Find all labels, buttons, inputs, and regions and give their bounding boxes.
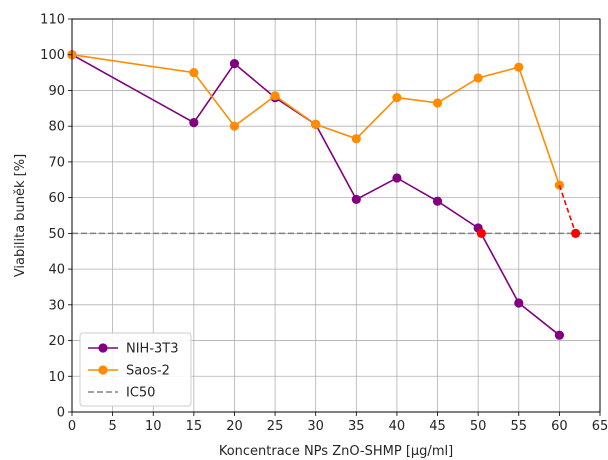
legend-marker-saos-2 xyxy=(98,365,108,375)
y-tick-label: 90 xyxy=(48,84,65,99)
y-tick-label: 20 xyxy=(48,334,65,349)
point-nih-3t3 xyxy=(554,330,564,340)
point-saos-2 xyxy=(514,62,524,72)
x-tick-label: 50 xyxy=(470,419,487,434)
y-tick-label: 0 xyxy=(57,406,65,421)
legend-marker-nih-3t3 xyxy=(98,343,108,353)
point-saos-2 xyxy=(473,73,483,83)
point-nih-3t3 xyxy=(189,118,199,128)
y-tick-label: 40 xyxy=(48,263,65,278)
x-tick-label: 5 xyxy=(108,419,116,434)
point-nih-3t3 xyxy=(392,173,402,183)
legend-label-saos-2: Saos-2 xyxy=(126,364,170,379)
point-saos-2 xyxy=(189,67,199,78)
plot-frame xyxy=(71,18,601,413)
x-tick-label: 65 xyxy=(592,419,608,434)
x-tick-label: 15 xyxy=(186,419,203,434)
ic50-point xyxy=(476,228,487,238)
y-tick-label: 110 xyxy=(40,13,65,28)
point-saos-2 xyxy=(229,121,240,131)
point-nih-3t3 xyxy=(229,59,240,69)
y-tick-label: 30 xyxy=(48,298,65,313)
x-tick-label: 20 xyxy=(226,419,243,434)
ic50-extension-line xyxy=(558,184,577,234)
y-axis-label: Viabilita buněk [%] xyxy=(13,154,28,277)
x-axis-label: Koncentrace NPs ZnO-SHMP [µg/ml] xyxy=(219,444,453,459)
x-tick-label: 55 xyxy=(510,419,527,434)
x-tick-label: 45 xyxy=(429,419,446,434)
point-nih-3t3 xyxy=(351,194,361,205)
point-saos-2 xyxy=(351,134,361,144)
legend: NIH-3T3 Saos-2 IC50 xyxy=(79,332,192,407)
y-tick-label: 60 xyxy=(48,191,65,206)
point-saos-2 xyxy=(311,119,321,129)
ic50-point xyxy=(571,228,581,238)
y-tick-label: 50 xyxy=(48,227,65,242)
point-saos-2 xyxy=(432,98,443,108)
y-tick-label: 70 xyxy=(48,155,65,170)
legend-box xyxy=(79,332,192,407)
x-tick-label: 40 xyxy=(389,419,406,434)
point-saos-2 xyxy=(270,91,280,101)
point-saos-2 xyxy=(554,180,564,190)
x-tick-label: 60 xyxy=(551,419,568,434)
legend-label-ic50: IC50 xyxy=(126,386,155,401)
x-tick-label: 35 xyxy=(348,419,365,434)
legend-label-nih-3t3: NIH-3T3 xyxy=(126,342,179,357)
ic50-points xyxy=(476,184,581,238)
x-tick-label: 0 xyxy=(68,419,76,434)
y-tick-label: 100 xyxy=(40,48,65,63)
ticks: 0 5 10 15 20 25 30 35 40 45 50 55 60 65 0 10 20 30 40 50 60 7… xyxy=(40,13,608,435)
y-tick-label: 10 xyxy=(48,370,65,385)
x-tick-label: 25 xyxy=(267,419,284,434)
x-tick-label: 10 xyxy=(145,419,162,434)
x-tick-label: 30 xyxy=(307,419,324,434)
point-saos-2 xyxy=(392,93,402,103)
point-nih-3t3 xyxy=(432,196,443,206)
y-tick-label: 80 xyxy=(48,120,65,135)
point-nih-3t3 xyxy=(514,298,524,308)
